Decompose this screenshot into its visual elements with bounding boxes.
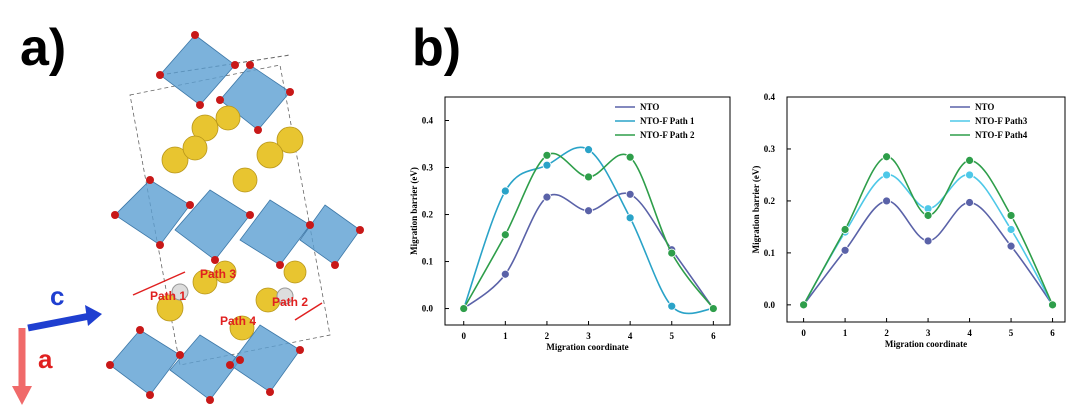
y-tick-label: 0.4 [422,116,434,126]
data-point [584,145,593,155]
data-point [882,170,891,180]
data-point [459,304,469,313]
y-tick-label: 0.1 [764,248,776,258]
data-point [625,213,635,223]
data-point [799,300,808,310]
data-point [1006,225,1016,234]
x-tick-label: 5 [670,331,675,341]
legend-label: NTO-F Path4 [975,130,1028,140]
data-point [965,198,974,207]
y-tick-label: 0.3 [764,144,776,154]
panel-label: a) [20,19,66,77]
plot-frame [444,96,731,326]
y-tick-label: 0.0 [422,304,434,314]
data-point [965,155,974,165]
data-point [625,152,635,162]
data-point [840,245,850,255]
x-tick-label: 3 [926,328,931,338]
y-tick-label: 0.2 [422,210,434,220]
data-point [840,225,850,234]
x-tick-label: 0 [461,331,466,341]
series-line [462,146,714,315]
data-point [542,160,552,170]
axis-label: c [50,281,64,311]
panel-label: b) [412,19,461,77]
data-point [882,196,891,206]
data-point [1048,300,1057,310]
x-tick-label: 6 [1050,328,1055,338]
y-tick-label: 0.0 [764,300,776,310]
legend-label: NTO [975,102,994,112]
y-tick-label: 0.3 [422,163,434,173]
y-tick-label: 0.2 [764,196,776,206]
y-axis-label: Migration barrier (eV) [409,167,419,255]
x-tick-label: 3 [586,331,591,341]
data-point [965,170,974,180]
data-point [1006,241,1016,251]
legend-label: NTO [640,102,659,112]
x-tick-label: 2 [545,331,550,341]
x-tick-label: 4 [628,331,633,341]
x-axis-label: Migration coordinate [885,339,967,349]
legend-label: NTO-F Path 1 [640,116,695,126]
data-point [584,206,593,216]
data-point [584,172,593,182]
crystal-structure [12,31,364,405]
data-point [923,236,933,246]
x-tick-label: 4 [967,328,972,338]
legend-label: NTO-F Path 2 [640,130,695,140]
legend-label: NTO-F Path3 [975,116,1028,126]
path-label: Path 2 [272,295,308,309]
path-label: Path 4 [220,314,256,328]
x-tick-label: 5 [1009,328,1014,338]
data-point [625,189,635,199]
data-point [667,248,677,258]
path-label: Path 3 [200,267,236,281]
data-point [542,150,552,160]
x-tick-label: 1 [843,328,848,338]
y-tick-label: 0.1 [422,257,434,267]
data-point [500,269,510,279]
x-tick-label: 2 [884,328,889,338]
path-label: Path 1 [150,289,186,303]
data-point [708,304,718,313]
plot-frame [786,96,1066,323]
y-axis-label: Migration barrier (eV) [751,166,761,254]
x-tick-label: 1 [503,331,508,341]
data-point [923,211,933,220]
data-point [882,152,891,162]
x-axis-label: Migration coordinate [546,342,628,352]
data-point [542,192,552,202]
x-tick-label: 6 [711,331,716,341]
data-point [500,186,510,196]
y-tick-label: 0.4 [764,92,776,102]
axis-label: a [38,344,53,374]
data-point [500,230,510,240]
data-point [1006,211,1016,220]
data-point [667,301,677,311]
x-tick-label: 0 [801,328,806,338]
